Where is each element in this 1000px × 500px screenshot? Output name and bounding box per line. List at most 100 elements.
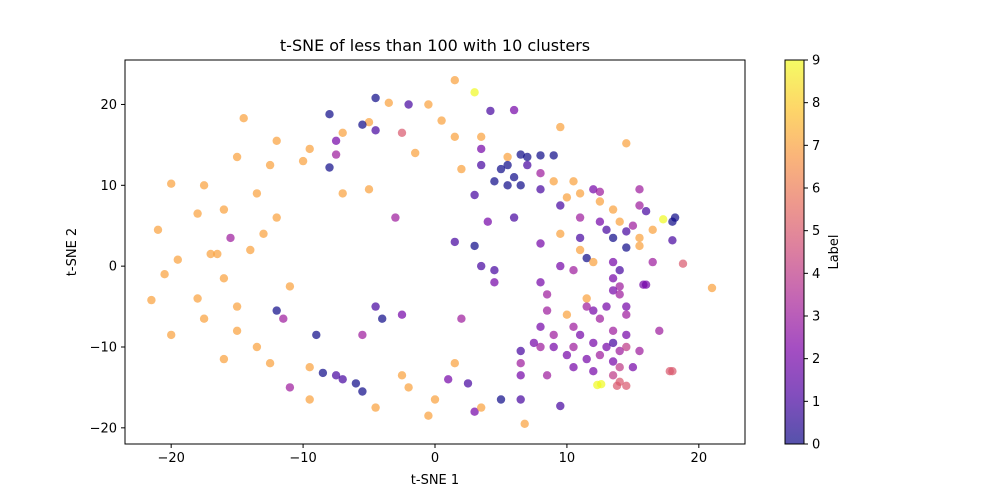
data-point [615,363,624,372]
data-point [622,139,631,148]
data-point [477,132,486,141]
data-point [477,144,486,154]
data-point [622,302,631,311]
data-point [450,76,459,85]
data-point [536,169,545,178]
data-point [470,190,479,200]
data-point [246,245,255,255]
data-point [463,379,473,388]
y-tick-label: −20 [90,421,117,436]
data-point [470,88,479,97]
data-point [397,128,407,137]
data-point [516,150,525,159]
data-point [206,249,215,259]
data-point [232,326,242,335]
data-point [622,310,631,319]
data-point [338,189,347,198]
data-point [615,282,624,291]
data-point [608,205,618,214]
colorbar-tick-label: 6 [812,182,820,197]
data-point [589,257,598,267]
data-point [285,383,295,392]
data-point [265,359,275,368]
data-point [549,151,558,160]
data-point [450,132,459,141]
data-point [575,245,585,255]
x-tick-label: 10 [559,451,576,466]
scatter-points [147,76,717,428]
data-point [411,148,420,158]
data-point [193,294,202,303]
data-point [648,257,657,267]
data-point [615,217,624,226]
data-point [371,302,380,311]
data-point [556,261,565,271]
data-point [153,225,163,234]
data-point [483,217,492,226]
data-point [556,401,565,411]
data-point [516,181,525,190]
colorbar-axis: 0 1 2 3 4 5 6 7 8 9 [804,54,820,453]
data-point [582,253,591,263]
data-point [668,236,677,245]
data-point [622,227,631,236]
data-point [549,330,558,340]
data-point [252,189,262,198]
data-point [523,152,532,162]
data-point [569,363,578,372]
data-point [509,173,519,182]
data-point [556,229,565,238]
data-point [404,383,413,392]
data-point [457,314,466,323]
data-point [424,411,433,420]
colorbar-tick-label: 7 [812,139,820,154]
data-point [437,116,446,125]
data-point [628,221,638,230]
data-point [582,354,591,364]
data-point [490,266,499,275]
data-point [602,302,611,311]
data-point [252,342,262,352]
y-tick-label: 0 [109,260,117,275]
data-point [167,179,176,188]
data-point [338,375,347,384]
data-point [397,371,407,380]
data-point [707,283,717,293]
data-point [199,181,209,190]
data-point [520,419,529,428]
data-point [668,367,677,376]
data-point [325,163,334,172]
data-point [213,249,222,259]
data-point [622,243,631,252]
chart-title: t-SNE of less than 100 with 10 clusters [280,36,590,55]
x-axis-label: t-SNE 1 [411,473,459,488]
data-point [430,395,440,404]
data-point [622,330,631,340]
colorbar-tick-label: 3 [812,310,820,325]
data-point [589,306,598,315]
x-tick-label: 0 [431,451,439,466]
data-point [470,241,479,251]
data-point [160,270,169,279]
data-point [556,122,565,132]
data-point [608,233,618,243]
data-point [562,350,572,360]
data-point [635,346,644,356]
data-point [193,209,202,218]
data-point [575,189,585,198]
data-point [536,239,545,248]
data-point [424,100,433,109]
data-point [615,290,624,299]
data-point [659,215,668,224]
data-point [477,160,486,170]
data-point [279,314,288,323]
data-point [226,233,235,243]
data-point [536,342,545,352]
x-tick-label: −20 [157,451,184,466]
data-point [668,217,677,226]
data-point [648,225,657,234]
data-point [536,322,545,331]
data-point [529,338,539,348]
data-point [608,326,618,335]
